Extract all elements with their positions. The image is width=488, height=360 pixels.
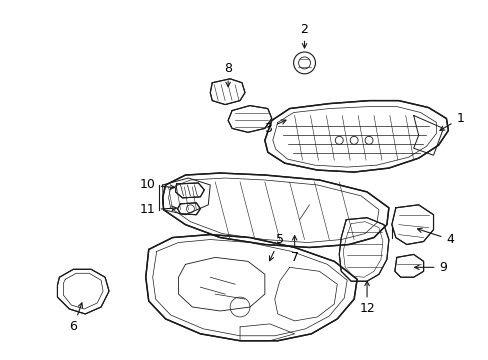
Text: 3: 3: [264, 120, 285, 135]
Text: 2: 2: [300, 23, 308, 48]
Text: 11: 11: [140, 203, 176, 216]
Polygon shape: [175, 183, 204, 198]
Polygon shape: [391, 205, 433, 244]
Polygon shape: [339, 218, 388, 281]
Text: 9: 9: [414, 261, 447, 274]
Text: 10: 10: [140, 179, 174, 192]
Polygon shape: [264, 100, 447, 172]
Text: 1: 1: [439, 112, 463, 130]
Text: 8: 8: [224, 62, 232, 87]
Polygon shape: [394, 255, 423, 277]
Text: 12: 12: [359, 281, 374, 315]
Polygon shape: [57, 269, 109, 314]
Polygon shape: [210, 79, 244, 105]
Polygon shape: [177, 203, 200, 215]
Polygon shape: [145, 235, 356, 341]
Text: 5: 5: [269, 233, 283, 261]
Polygon shape: [228, 105, 271, 132]
Polygon shape: [163, 173, 388, 247]
Text: 7: 7: [290, 235, 298, 264]
Text: 4: 4: [417, 228, 453, 246]
Text: 6: 6: [69, 303, 82, 333]
